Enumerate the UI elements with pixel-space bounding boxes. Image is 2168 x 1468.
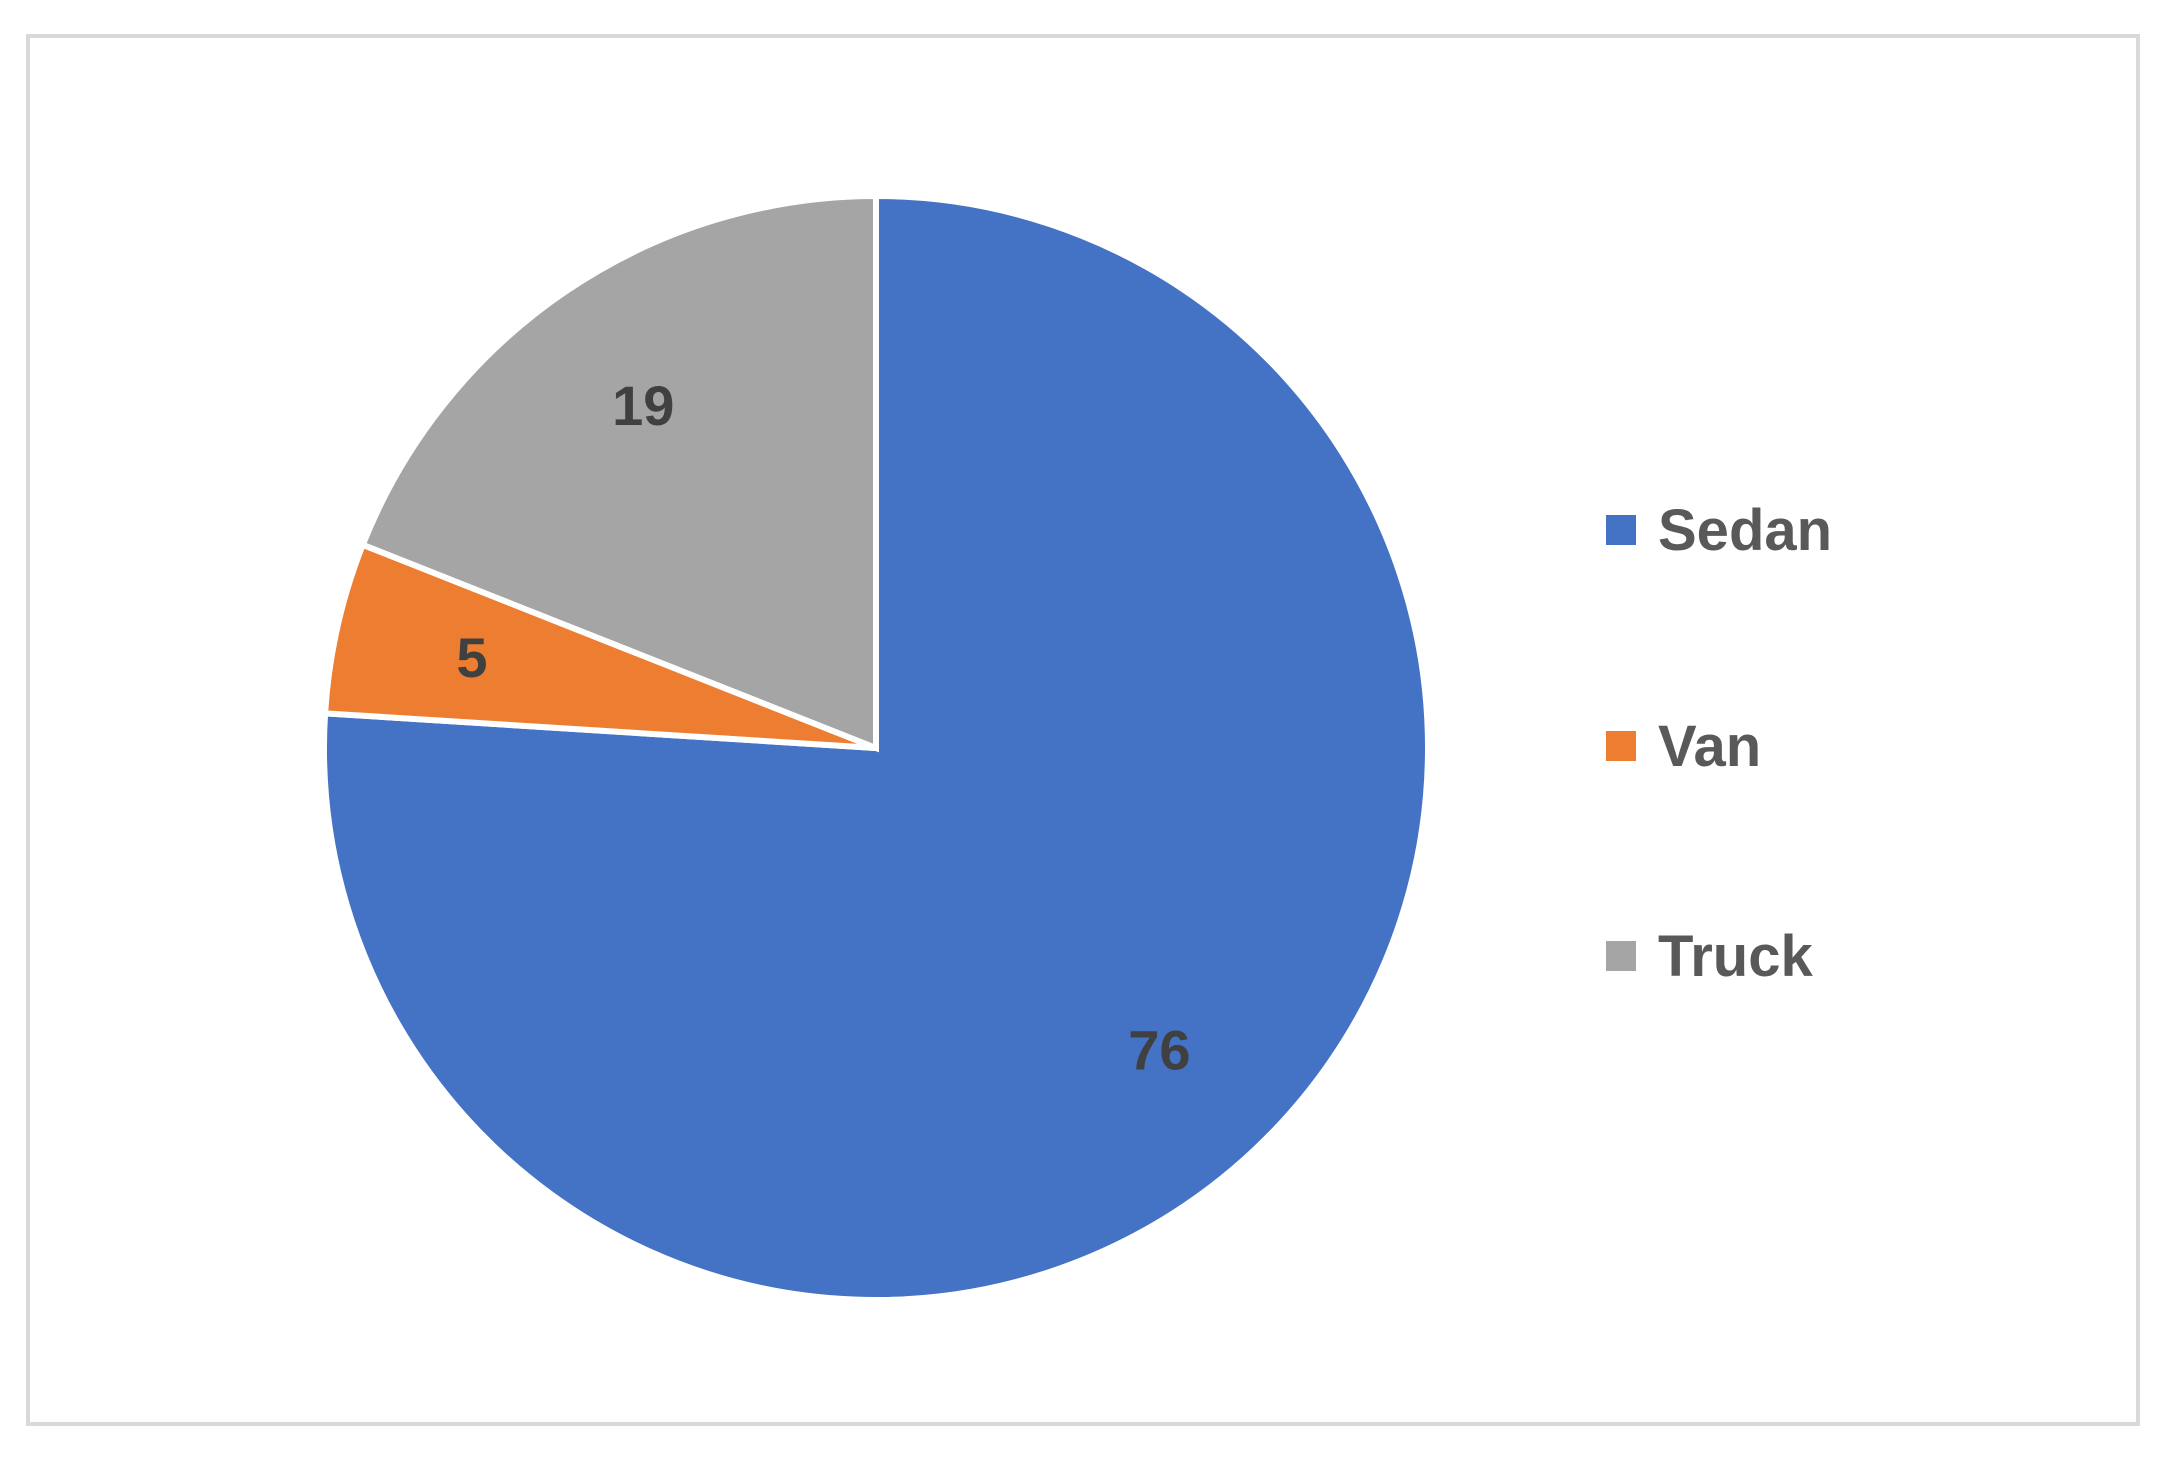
data-label-truck: 19 <box>612 374 674 437</box>
pie-slices <box>321 192 1431 1303</box>
legend-label-truck: Truck <box>1658 923 1813 989</box>
legend-item-van: Van <box>1606 706 1761 786</box>
pie-slice-sedan <box>321 192 1431 1303</box>
data-label-sedan: 76 <box>1128 1018 1190 1081</box>
pie-data-labels: 76 5 19 <box>456 374 1190 1081</box>
legend-label-van: Van <box>1658 713 1762 779</box>
pie-slice-truck <box>358 192 879 753</box>
legend-label-sedan: Sedan <box>1658 497 1833 563</box>
legend-item-sedan: Sedan <box>1606 490 1832 570</box>
legend-swatch-sedan <box>1606 515 1636 545</box>
legend-swatch-truck <box>1606 941 1636 971</box>
legend-item-truck: Truck <box>1606 916 1813 996</box>
data-label-van: 5 <box>456 626 487 689</box>
pie-slice-van <box>321 540 878 751</box>
legend-swatch-van <box>1606 731 1636 761</box>
